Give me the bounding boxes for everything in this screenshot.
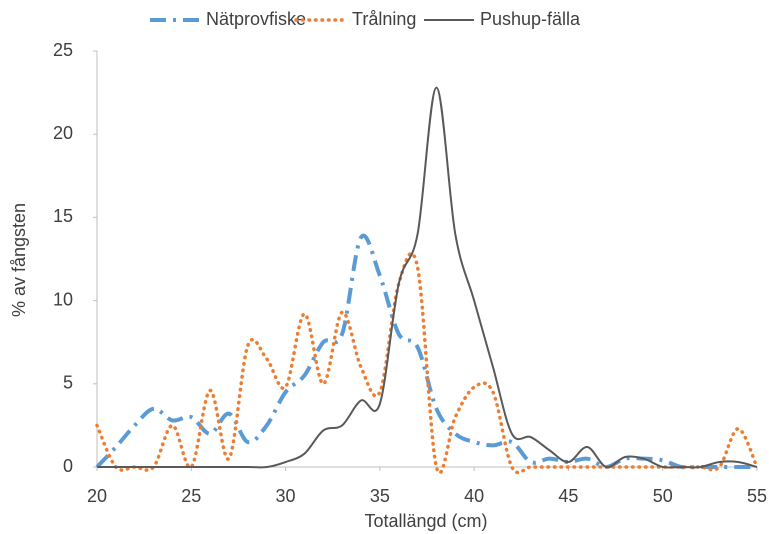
legend-label: Pushup-fälla	[480, 9, 581, 29]
y-tick-label: 0	[63, 456, 73, 476]
y-tick-label: 10	[53, 289, 73, 309]
y-axis-label: % av fångsten	[9, 203, 29, 317]
x-tick-label: 25	[181, 486, 201, 506]
x-tick-label: 35	[370, 486, 390, 506]
x-axis-label: Totallängd (cm)	[364, 511, 487, 531]
x-tick-label: 30	[276, 486, 296, 506]
legend-label: Nätprovfiske	[206, 9, 306, 29]
y-tick-label: 15	[53, 206, 73, 226]
y-tick-label: 25	[53, 40, 73, 60]
data-line	[96, 86, 758, 469]
legend-label: Trålning	[352, 9, 416, 29]
y-tick-label: 20	[53, 123, 73, 143]
data-line	[95, 233, 757, 470]
data-line	[95, 251, 759, 475]
x-tick-label: 45	[558, 486, 578, 506]
x-tick-label: 40	[464, 486, 484, 506]
x-tick-label: 50	[653, 486, 673, 506]
x-tick-label: 55	[747, 486, 767, 506]
x-tick-label: 20	[87, 486, 107, 506]
y-tick-label: 5	[63, 373, 73, 393]
